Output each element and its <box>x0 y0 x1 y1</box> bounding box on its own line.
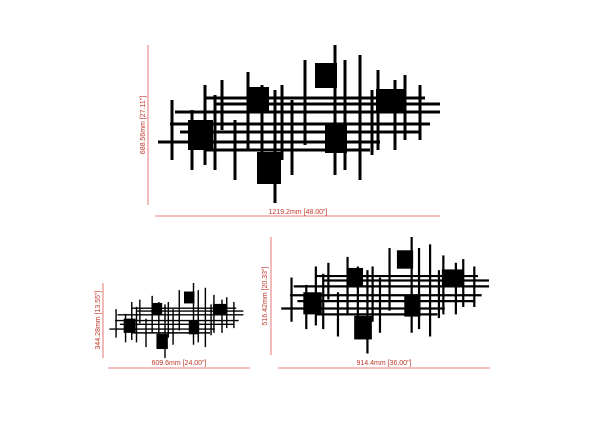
dimensions-medium: 516.42mm [20.33"] 914.4mm [36.00"] <box>262 237 490 369</box>
height-label: 516.42mm [20.33"] <box>262 266 269 325</box>
artwork-large <box>156 43 442 205</box>
artwork-small <box>108 282 245 359</box>
height-label: 688.56mm [27.11"] <box>140 96 147 154</box>
artwork-medium <box>280 235 491 355</box>
width-label: 914.4mm [36.00"] <box>356 360 411 367</box>
width-label: 609.6mm [24.00"] <box>151 360 206 367</box>
width-label: 1219.2mm [48.00"] <box>269 209 328 216</box>
dimensions-small: 344.28mm [13.55"] 609.6mm [24.00"] <box>95 283 250 369</box>
height-label: 344.28mm [13.55"] <box>95 290 102 349</box>
dimensions-large: 688.56mm [27.11"] 1219.2mm [48.00"] <box>140 45 440 217</box>
